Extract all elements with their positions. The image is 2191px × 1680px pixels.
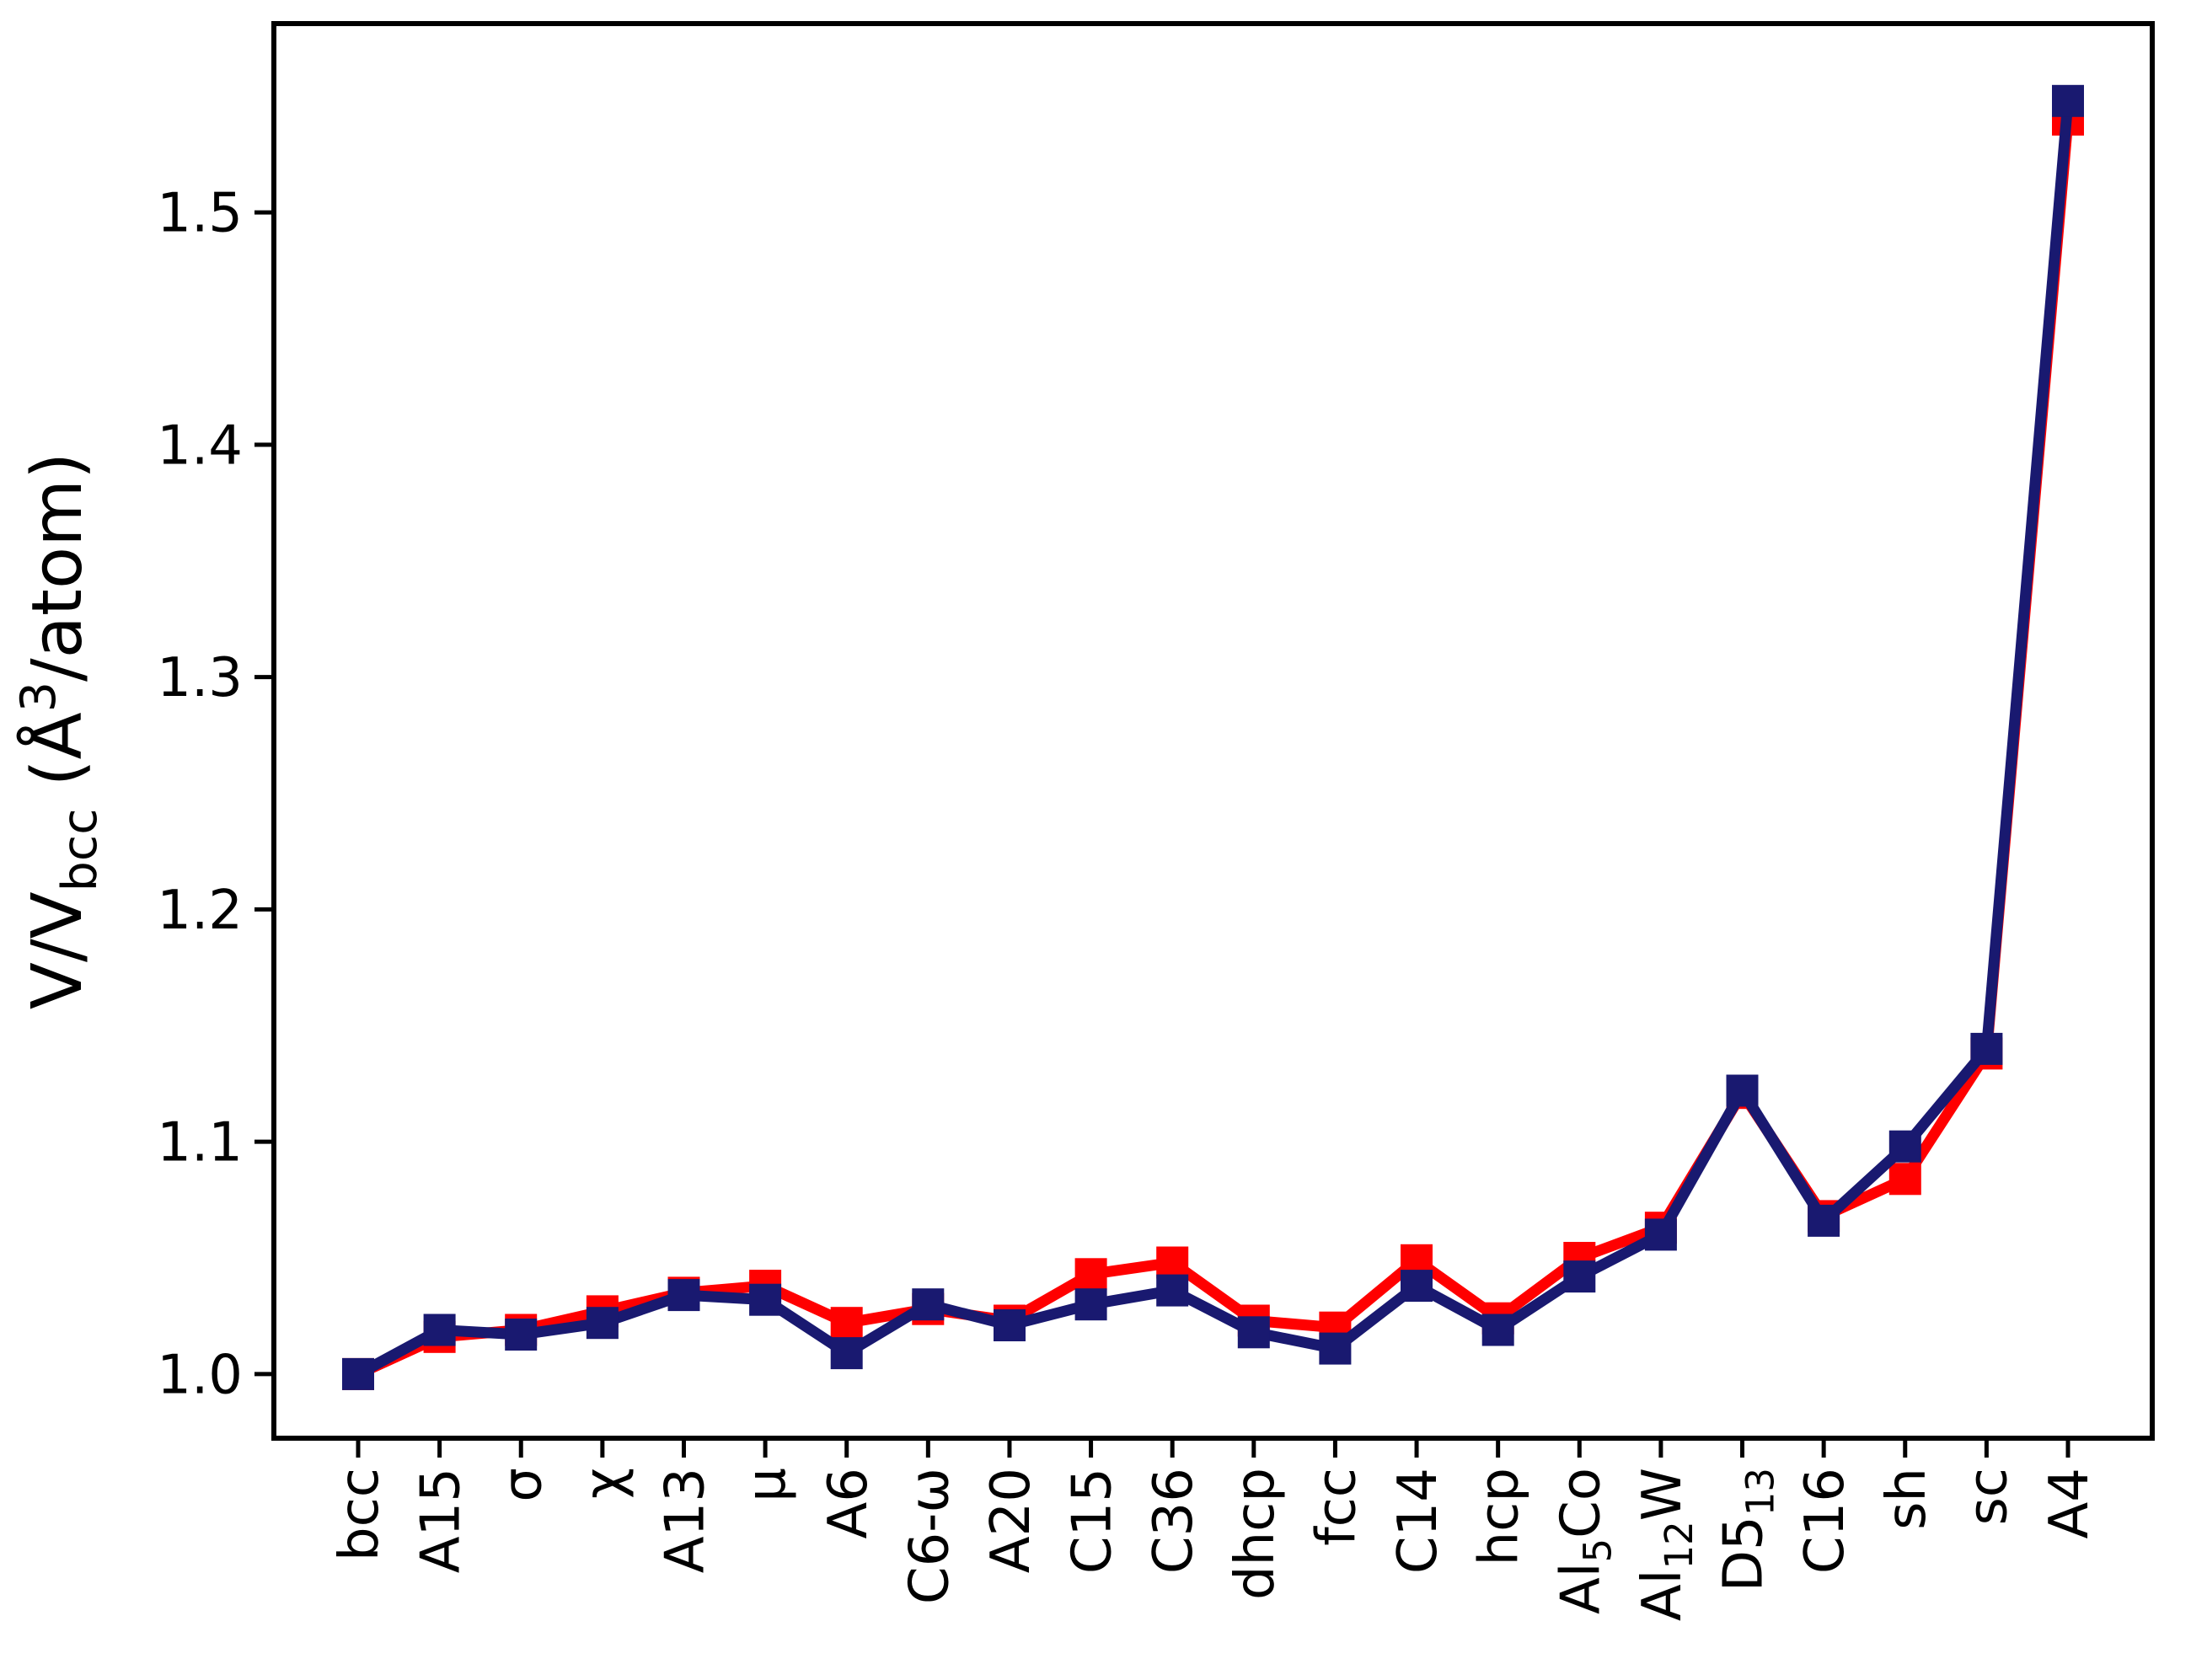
x-tick-label-bcc: bcc <box>329 1468 391 1561</box>
x-tick-label-C6-ω: C6-ω <box>898 1468 961 1604</box>
red-series-marker-C36 <box>1156 1246 1189 1279</box>
navy-series-marker-C16 <box>1808 1204 1840 1237</box>
y-tick-label-1.3: 1.3 <box>157 647 243 709</box>
navy-series-marker-A4 <box>2052 84 2084 117</box>
y-tick-label-1.5: 1.5 <box>157 183 243 245</box>
navy-series-marker-Al5Co <box>1563 1260 1596 1293</box>
x-tick-label-A13: A13 <box>655 1468 717 1573</box>
navy-series-marker-dhcp <box>1237 1316 1270 1349</box>
navy-series-marker-χ <box>586 1307 619 1340</box>
red-series-marker-A6 <box>830 1307 863 1340</box>
x-tick-label-Al12W: Al12W <box>1631 1468 1701 1621</box>
navy-series-marker-A15 <box>423 1314 456 1346</box>
x-tick-label-sc: sc <box>1957 1468 2019 1526</box>
navy-series-marker-μ <box>749 1283 782 1316</box>
red-series-line <box>356 119 2074 1379</box>
y-axis-label: V/Vbcc (Å3/atom) <box>11 452 108 1009</box>
x-tick-label-sh: sh <box>1876 1468 1938 1530</box>
red-series-marker-sh <box>1888 1163 1921 1196</box>
y-tick-label-1.1: 1.1 <box>157 1112 243 1174</box>
x-tick-label-χ: χ <box>573 1468 635 1499</box>
navy-series-marker-D513 <box>1726 1074 1759 1107</box>
navy-series-marker-sc <box>1970 1032 2003 1065</box>
navy-series-marker-A13 <box>667 1279 700 1312</box>
x-tick-label-A20: A20 <box>980 1468 1042 1573</box>
x-tick-label-D513: D513 <box>1713 1468 1783 1592</box>
x-tick-label-hcp: hcp <box>1469 1468 1531 1565</box>
x-tick-label-C36: C36 <box>1143 1468 1205 1574</box>
navy-series-marker-C36 <box>1156 1274 1189 1307</box>
red-series-marker-C15 <box>1074 1258 1107 1291</box>
navy-series-marker-C6-ω <box>912 1288 945 1321</box>
navy-series-marker-C14 <box>1401 1270 1433 1303</box>
x-tick-label-C14: C14 <box>1387 1468 1449 1574</box>
x-tick-label-C16: C16 <box>1794 1468 1856 1574</box>
x-tick-label-A15: A15 <box>410 1468 473 1573</box>
x-tick-label-A6: A6 <box>817 1468 880 1539</box>
x-tick-label-dhcp: dhcp <box>1224 1468 1287 1600</box>
navy-series-marker-sh <box>1888 1130 1921 1163</box>
y-tick-label-1.4: 1.4 <box>157 415 243 477</box>
navy-series-marker-A6 <box>830 1337 863 1370</box>
plot-frame <box>271 21 2155 1441</box>
navy-series-marker-fcc <box>1319 1332 1352 1365</box>
y-tick-label-1.2: 1.2 <box>157 880 243 942</box>
navy-series-marker-hcp <box>1481 1314 1514 1346</box>
x-tick-label-fcc: fcc <box>1305 1468 1368 1546</box>
navy-series-marker-Al12W <box>1644 1218 1677 1251</box>
x-tick-label-Al5Co: Al5Co <box>1550 1468 1620 1614</box>
x-tick-label-A4: A4 <box>2038 1468 2101 1539</box>
x-tick-label-μ: μ <box>736 1468 798 1502</box>
navy-series-marker-σ <box>505 1319 538 1351</box>
y-tick-label-1.0: 1.0 <box>157 1344 243 1406</box>
navy-series-marker-bcc <box>342 1357 374 1390</box>
x-tick-label-σ: σ <box>491 1468 554 1502</box>
navy-series-line <box>355 100 2074 1379</box>
x-tick-label-C15: C15 <box>1062 1468 1124 1574</box>
navy-series-marker-C15 <box>1074 1288 1107 1321</box>
navy-series-marker-A20 <box>994 1309 1026 1341</box>
